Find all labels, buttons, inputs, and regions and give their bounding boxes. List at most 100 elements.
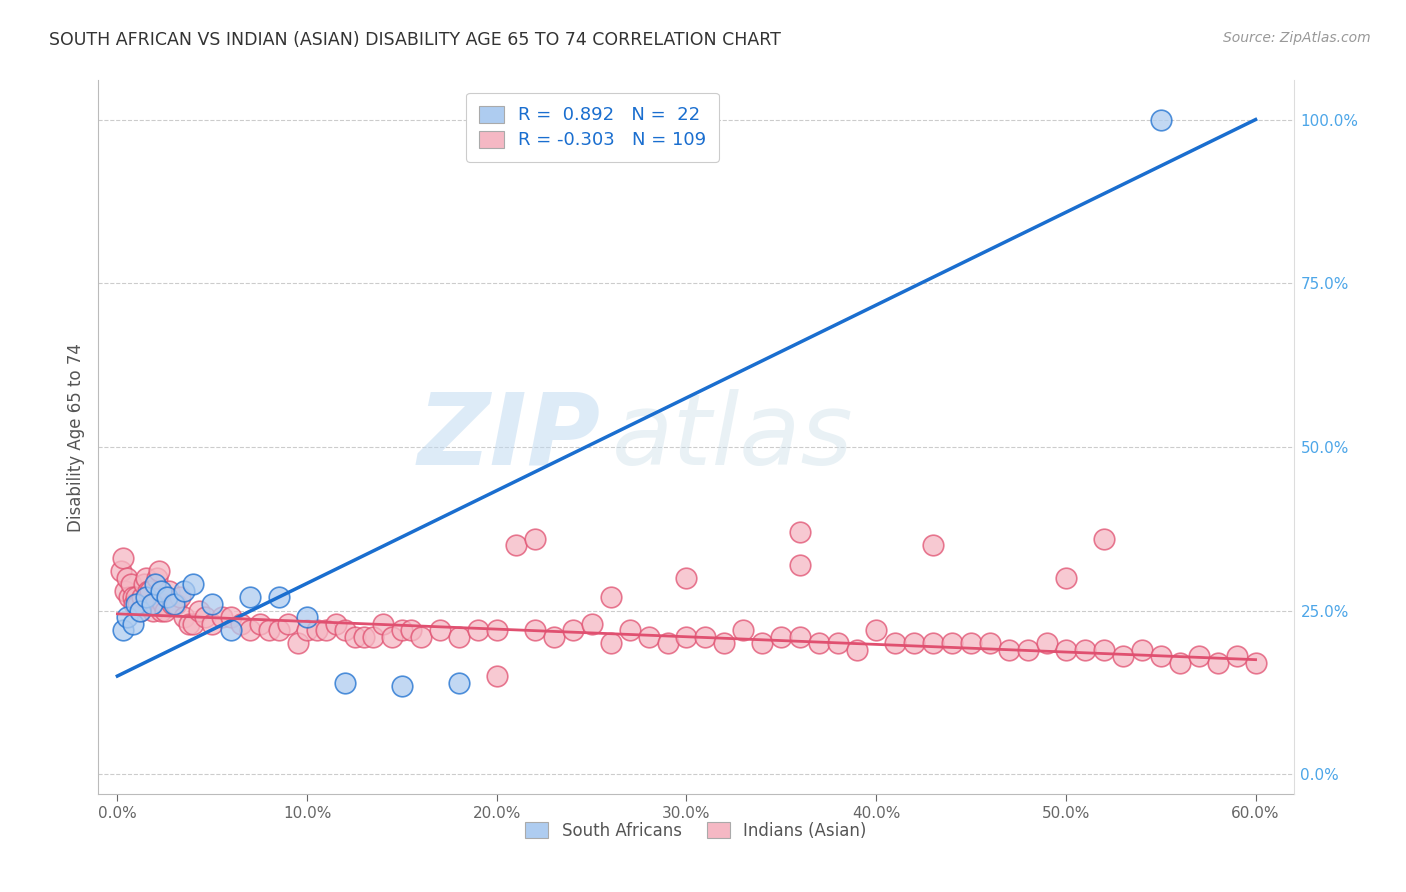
Point [409, 630, 432, 644]
Point [1244, 656, 1267, 670]
Point [162, 597, 184, 611]
Point [733, 624, 755, 638]
Point [136, 583, 159, 598]
Point [127, 597, 149, 611]
Point [1112, 649, 1135, 664]
Point [1017, 643, 1039, 657]
Point [1074, 643, 1097, 657]
Point [1188, 649, 1211, 664]
Point [267, 624, 290, 638]
Point [713, 636, 735, 650]
Point [1092, 532, 1115, 546]
Point [150, 583, 173, 598]
Text: ZIP: ZIP [418, 389, 600, 485]
Point [219, 624, 242, 638]
Point [173, 610, 195, 624]
Point [153, 603, 176, 617]
Point [884, 636, 907, 650]
Point [125, 591, 148, 605]
Point [135, 591, 157, 605]
Point [922, 636, 945, 650]
Point [343, 630, 366, 644]
Point [789, 524, 811, 539]
Point [141, 597, 163, 611]
Point [1054, 643, 1077, 657]
Point [305, 624, 328, 638]
Point [1092, 643, 1115, 657]
Point [675, 571, 697, 585]
Point [429, 624, 451, 638]
Point [142, 603, 165, 617]
Point [1206, 656, 1229, 670]
Point [239, 591, 262, 605]
Point [1036, 636, 1059, 650]
Point [941, 636, 963, 650]
Point [121, 616, 143, 631]
Point [485, 624, 508, 638]
Legend: South Africans, Indians (Asian): South Africans, Indians (Asian) [519, 815, 873, 847]
Point [960, 636, 983, 650]
Point [129, 603, 152, 617]
Point [129, 603, 152, 617]
Point [751, 636, 773, 650]
Point [325, 616, 347, 631]
Point [141, 597, 163, 611]
Point [619, 624, 641, 638]
Point [148, 564, 170, 578]
Point [143, 597, 166, 611]
Point [115, 610, 138, 624]
Point [391, 624, 413, 638]
Point [523, 624, 546, 638]
Point [132, 577, 155, 591]
Point [211, 610, 233, 624]
Point [808, 636, 831, 650]
Point [1168, 656, 1191, 670]
Point [152, 597, 174, 611]
Point [115, 571, 138, 585]
Point [194, 610, 217, 624]
Point [257, 624, 280, 638]
Point [163, 597, 186, 611]
Point [333, 624, 356, 638]
Point [181, 616, 204, 631]
Point [146, 571, 169, 585]
Point [267, 591, 290, 605]
Text: atlas: atlas [613, 389, 853, 485]
Point [295, 610, 318, 624]
Point [363, 630, 385, 644]
Point [789, 558, 811, 572]
Point [295, 624, 318, 638]
Point [114, 583, 136, 598]
Point [118, 591, 141, 605]
Point [181, 577, 204, 591]
Text: SOUTH AFRICAN VS INDIAN (ASIAN) DISABILITY AGE 65 TO 74 CORRELATION CHART: SOUTH AFRICAN VS INDIAN (ASIAN) DISABILI… [49, 31, 782, 49]
Point [150, 603, 173, 617]
Point [201, 616, 224, 631]
Point [315, 624, 337, 638]
Text: Source: ZipAtlas.com: Source: ZipAtlas.com [1223, 31, 1371, 45]
Point [120, 577, 142, 591]
Point [333, 675, 356, 690]
Point [1150, 112, 1173, 127]
Point [110, 564, 132, 578]
Point [401, 624, 423, 638]
Point [675, 630, 697, 644]
Point [998, 643, 1021, 657]
Point [138, 583, 160, 598]
Point [157, 583, 180, 598]
Point [599, 636, 621, 650]
Point [485, 669, 508, 683]
Point [447, 675, 470, 690]
Point [143, 577, 166, 591]
Point [391, 679, 413, 693]
Point [467, 624, 489, 638]
Point [131, 591, 153, 605]
Point [846, 643, 869, 657]
Point [657, 636, 679, 650]
Point [827, 636, 849, 650]
Point [249, 616, 271, 631]
Point [179, 616, 201, 631]
Point [922, 538, 945, 552]
Point [287, 636, 309, 650]
Point [1054, 571, 1077, 585]
